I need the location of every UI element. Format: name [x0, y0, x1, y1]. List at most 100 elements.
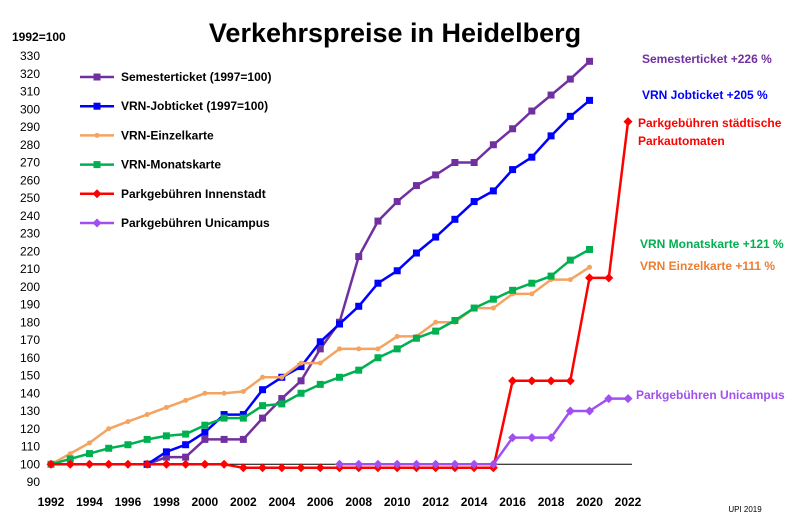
data-point — [433, 319, 439, 325]
data-point — [509, 286, 517, 294]
data-point — [202, 390, 208, 396]
data-point — [585, 273, 595, 283]
data-point — [161, 459, 171, 469]
legend-label: Parkgebühren Unicampus — [121, 216, 270, 230]
data-point — [279, 374, 285, 380]
legend-swatch-marker — [93, 161, 101, 169]
data-point — [315, 463, 325, 473]
data-point — [142, 459, 152, 469]
data-point — [393, 198, 401, 206]
data-point — [162, 448, 170, 456]
legend-label: VRN-Monatskarte — [121, 158, 221, 172]
annotation-semester: Semesterticket +226 % — [642, 52, 772, 66]
data-point — [354, 459, 364, 469]
data-point — [259, 402, 267, 410]
x-tick-label: 1992 — [38, 495, 65, 509]
x-axis: 1992 1994 1996 1998 2000 2002 2004 2006 2008 2010… — [38, 495, 642, 509]
annotation-line: VRN Einzelkarte +111 % — [640, 259, 775, 273]
x-tick-label: 2000 — [192, 495, 219, 509]
series-line — [50, 266, 591, 466]
data-point — [489, 295, 497, 303]
data-point — [566, 256, 574, 264]
y-tick-label: 90 — [27, 475, 41, 489]
x-tick-label: 2004 — [268, 495, 295, 509]
data-point — [451, 215, 459, 223]
y-axis: 90 100 110 120 130 140 150 160 170 180 190 200 210 22… — [20, 49, 40, 489]
data-point — [470, 198, 478, 206]
data-point — [316, 345, 324, 353]
annotation-line: VRN Monatskarte +121 % — [640, 237, 784, 251]
legend-swatch-marker — [93, 102, 101, 110]
data-point — [67, 451, 73, 457]
data-point — [182, 430, 190, 438]
data-point — [604, 273, 614, 283]
y-tick-label: 270 — [20, 156, 40, 170]
x-tick-label: 1996 — [115, 495, 142, 509]
data-point — [489, 187, 497, 195]
annotations: Semesterticket +226 % VRN Jobticket +205 … — [636, 52, 785, 402]
data-point — [623, 117, 633, 127]
data-point — [221, 390, 227, 396]
data-point — [393, 345, 401, 353]
x-tick-label: 2012 — [422, 495, 449, 509]
data-point — [585, 406, 595, 416]
data-point — [317, 360, 323, 366]
data-point — [528, 107, 536, 115]
data-point — [469, 459, 479, 469]
series-line — [146, 60, 591, 466]
data-point — [183, 397, 189, 403]
data-point — [488, 459, 498, 469]
data-point — [412, 182, 420, 190]
data-point — [278, 400, 286, 408]
data-point — [565, 376, 575, 386]
y-tick-label: 150 — [20, 369, 40, 383]
y-tick-label: 190 — [20, 298, 40, 312]
data-point — [238, 463, 248, 473]
data-point — [374, 354, 382, 362]
annotation-unicampus: Parkgebühren Unicampus — [636, 388, 785, 402]
data-point — [104, 459, 114, 469]
annotation-jobticket: VRN Jobticket +205 % — [642, 88, 768, 102]
series-layer — [46, 57, 633, 473]
data-point — [259, 386, 267, 394]
data-point — [143, 435, 151, 443]
y-axis-unit-label: 1992=100 — [12, 30, 66, 44]
data-point — [565, 406, 575, 416]
legend-item: Parkgebühren Unicampus — [80, 216, 270, 230]
legend-swatch-marker — [92, 189, 102, 199]
data-point — [125, 419, 131, 425]
data-point — [355, 253, 363, 261]
y-tick-label: 330 — [20, 49, 40, 63]
data-point — [547, 272, 555, 280]
data-point — [66, 455, 74, 463]
data-point — [162, 453, 170, 461]
data-point — [567, 277, 573, 283]
data-point — [220, 411, 228, 419]
legend-item: VRN-Jobticket (1997=100) — [80, 99, 268, 113]
y-tick-label: 230 — [20, 227, 40, 241]
annotation-park: Parkgebühren städtische Parkautomaten — [638, 116, 782, 148]
data-point — [431, 459, 441, 469]
data-point — [356, 346, 362, 352]
data-point — [547, 91, 555, 99]
annotation-line: Parkgebühren Unicampus — [636, 388, 785, 402]
data-point — [85, 450, 93, 458]
data-point — [84, 459, 94, 469]
data-point — [123, 459, 133, 469]
x-tick-label: 2006 — [307, 495, 334, 509]
data-point — [451, 316, 459, 324]
y-tick-label: 130 — [20, 404, 40, 418]
data-point — [527, 376, 537, 386]
data-point — [316, 338, 324, 346]
legend-item: VRN-Monatskarte — [80, 158, 221, 172]
y-tick-label: 280 — [20, 138, 40, 152]
data-point — [277, 463, 287, 473]
data-point — [336, 373, 343, 381]
data-point — [528, 279, 536, 287]
data-point — [508, 433, 518, 443]
data-point — [163, 404, 169, 410]
y-tick-label: 300 — [20, 102, 40, 116]
x-tick-label: 2002 — [230, 495, 257, 509]
y-tick-label: 240 — [20, 209, 40, 223]
annotation-line: Parkgebühren städtische — [638, 116, 782, 130]
